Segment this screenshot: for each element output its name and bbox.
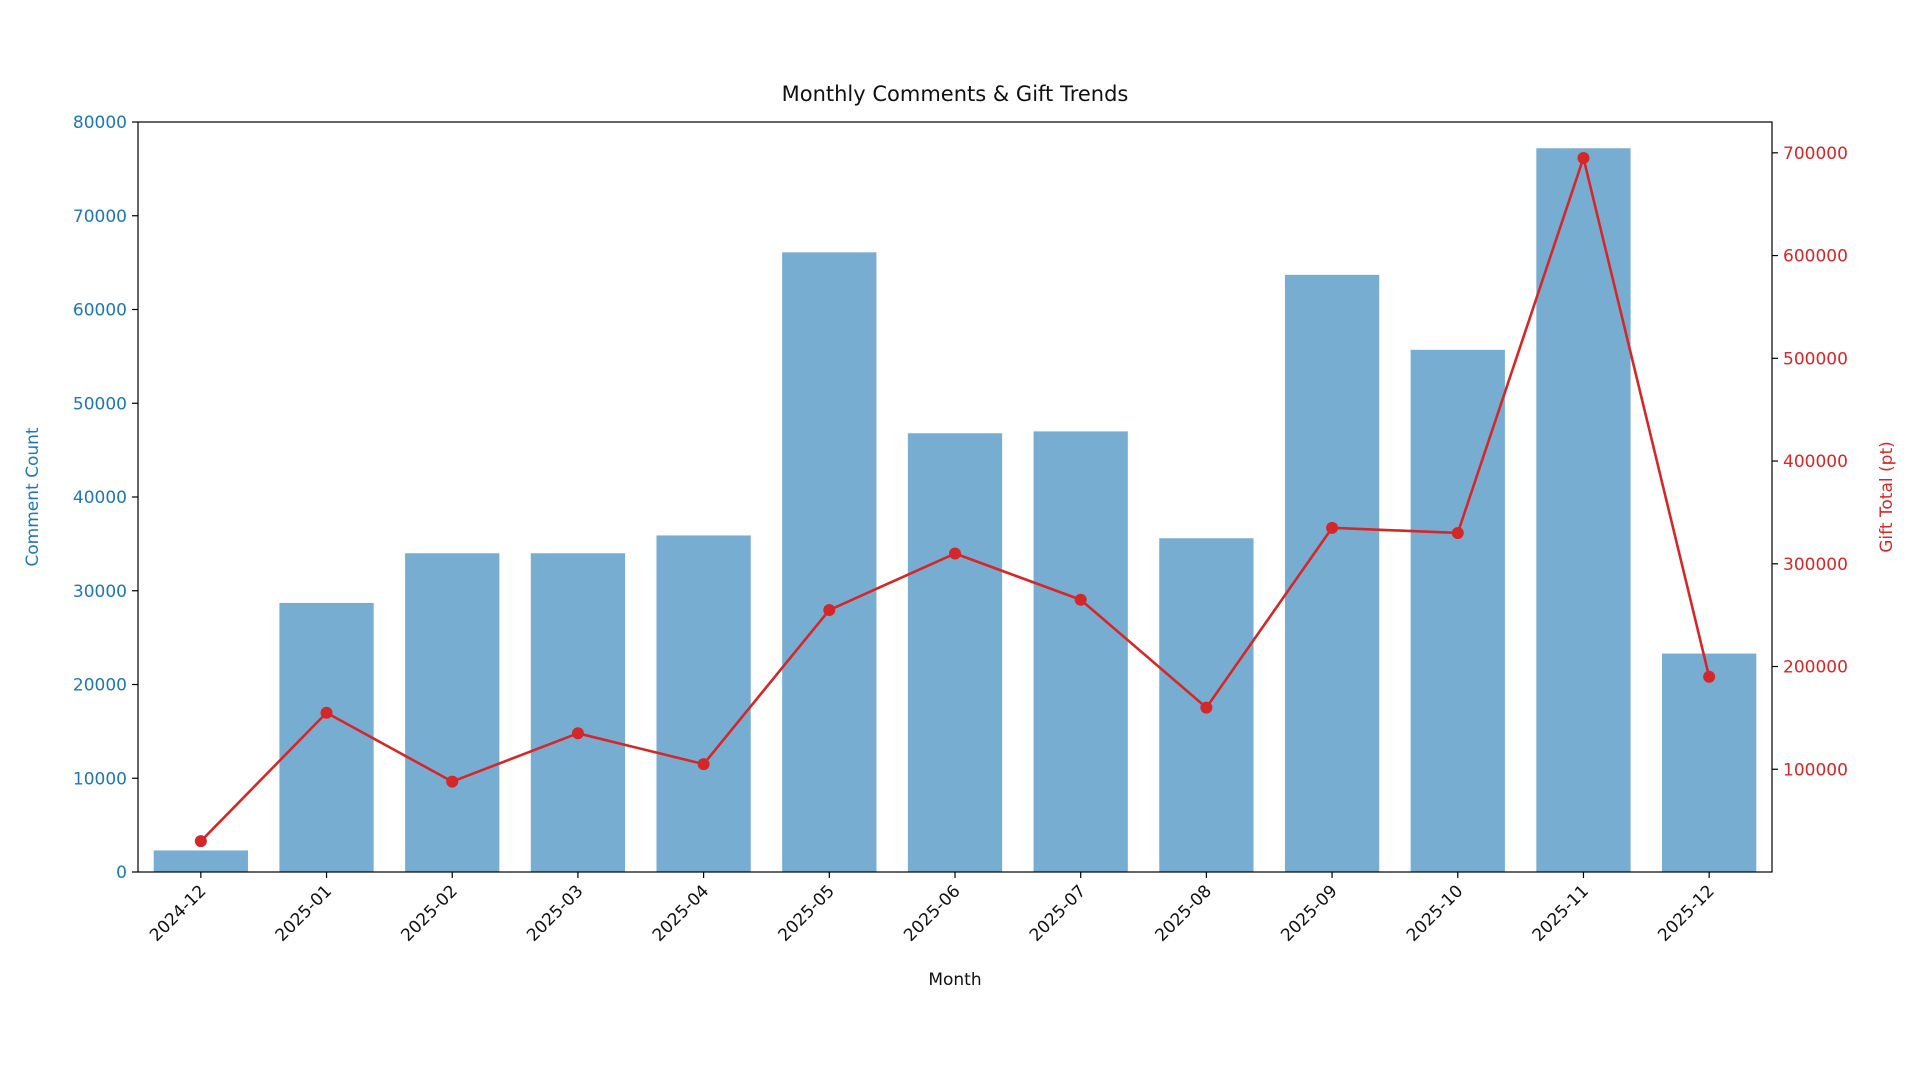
x-axis-title: Month [928,970,982,990]
bar-2025-11 [1536,148,1631,872]
tick-label: 2025-06 [900,881,964,945]
tick-label: 40000 [73,488,127,508]
data-point-marker-2024-12 [194,835,207,848]
tick-label: 60000 [73,301,127,321]
tick-label: 70000 [73,207,127,227]
tick-label: 2025-09 [1277,881,1341,945]
tick-label: 2025-08 [1152,881,1216,945]
tick-label: 2025-02 [397,881,461,945]
data-point-marker-2025-08 [1200,701,1213,714]
data-point-marker-2025-02 [446,775,459,788]
bar-2025-07 [1033,431,1128,872]
tick-label: 0 [116,863,127,883]
data-point-marker-2025-09 [1326,521,1339,534]
data-point-marker-2025-04 [697,758,710,771]
bar-2025-12 [1662,653,1757,872]
tick-label: 2024-12 [146,881,210,945]
data-point-marker-2025-03 [571,727,584,740]
tick-label: 2025-11 [1529,881,1593,945]
tick-label: 2025-12 [1654,881,1718,945]
tick-label: 30000 [73,582,127,602]
bar-2025-04 [656,535,751,872]
data-point-marker-2025-06 [949,547,961,560]
tick-label: 20000 [73,676,127,696]
data-point-marker-2025-07 [1074,593,1087,606]
data-point-marker-2025-01 [320,706,333,719]
tick-label: 2025-10 [1403,881,1467,945]
tick-label: 200000 [1783,658,1848,678]
tick-label: 2025-05 [774,881,838,945]
tick-label: 50000 [73,394,127,414]
tick-label: 100000 [1783,760,1848,780]
tick-label: 700000 [1783,144,1848,164]
data-point-marker-2025-11 [1577,151,1590,164]
tick-label: 300000 [1783,555,1848,575]
data-point-marker-2025-10 [1451,526,1464,539]
tick-label: 2025-01 [272,881,336,945]
tick-label: 80000 [73,113,127,133]
bar-2025-05 [782,252,877,872]
tick-label: 400000 [1783,452,1848,472]
tick-label: 2025-03 [523,881,587,945]
bar-2025-02 [405,553,500,872]
bar-2025-01 [279,602,374,872]
bar-2025-06 [907,433,1003,872]
tick-label: 10000 [73,769,127,789]
data-point-marker-2025-05 [823,604,836,617]
data-point-marker-2025-12 [1703,670,1716,683]
tick-label: 500000 [1783,349,1848,369]
bar-2025-10 [1410,349,1505,872]
tick-label: 600000 [1783,247,1848,267]
chart-title: Monthly Comments & Gift Trends [781,82,1129,106]
bar-2024-12 [153,850,248,872]
tick-label: 2025-04 [649,881,713,945]
tick-label: 2025-07 [1026,881,1090,945]
bar-2025-03 [530,553,626,872]
